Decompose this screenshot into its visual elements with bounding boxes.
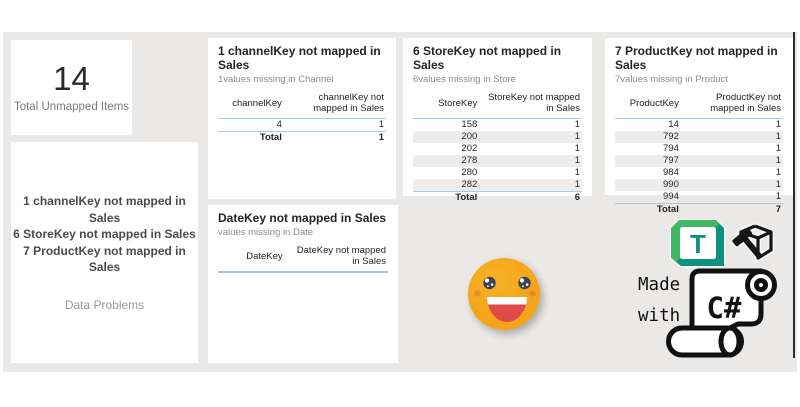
csharp-label: C# [707,291,742,325]
total-row: Total 7 [615,203,783,216]
column-header: channelKey not mapped in Sales [287,89,386,119]
column-header: DateKey [218,242,289,273]
data-problems-card[interactable]: 1 channelKey not mapped in Sales 6 Store… [11,142,198,363]
header-row: channelKey channelKey not mapped in Sale… [218,89,386,119]
cell: 282 [413,179,484,192]
table-row: 158 1 [413,119,582,132]
tabular-editor-letter: T [690,229,706,259]
table-row: 792 1 [615,131,783,143]
cell: 1 [775,119,781,130]
cell: 1 [775,167,781,178]
table-row: 990 1 [615,179,783,191]
table-row: 994 1 [615,191,783,204]
cell: 278 [413,155,484,167]
tabular-editor-cube-icon: T [671,220,724,266]
column-header: ProductKey [615,89,685,119]
table-row: 200 1 [413,131,582,143]
cell: 1 [574,143,580,154]
column-header: StoreKey not mapped in Sales [483,89,582,119]
data-table: DateKey DateKey not mapped in Sales [218,242,388,273]
smiley-face-graphic [474,276,536,322]
cell: 14 [668,119,679,130]
problem-line: 1 channelKey not mapped in Sales [23,194,186,225]
cell: 1 [483,155,582,167]
table-row: 797 1 [615,155,783,167]
table-title: 7 ProductKey not mapped in Sales [615,44,778,72]
column-header: channelKey [218,89,288,119]
table-subtitle: 7values missing in Product [615,74,728,85]
cell: 200 [413,131,484,143]
header-row: DateKey DateKey not mapped in Sales [218,242,388,273]
total-row: Total 6 [413,191,582,204]
cell: 6 [483,191,582,204]
cell: 1 [483,179,582,192]
kpi-card-total-unmapped[interactable]: 14 Total Unmapped Items [11,40,132,135]
cell: 797 [615,155,685,167]
cell: 1 [775,191,781,202]
cell: 792 [615,131,685,143]
cell: 990 [615,179,685,191]
table-row: 202 1 [413,143,582,155]
cell: 4 [276,119,282,130]
cell: 1 [287,131,386,144]
kpi-label: Total Unmapped Items [13,101,130,113]
cell: 994 [663,191,679,202]
cell: Total [218,131,288,144]
column-header: StoreKey [413,89,484,119]
table-visual-channelkey[interactable]: 1 channelKey not mapped in Sales 1values… [208,38,396,199]
cell: 1 [775,143,781,154]
table-title: 6 StoreKey not mapped in Sales [413,44,562,72]
cell: 1 [378,119,384,130]
smiley-emoji-icon [468,258,540,330]
cell: Total [615,203,685,216]
table-subtitle: 6values missing in Store [413,74,516,85]
table-visual-datekey[interactable]: DateKey not mapped in Sales values missi… [208,205,398,363]
table-row: 280 1 [413,167,582,179]
problem-line: 7 ProductKey not mapped in Sales [23,243,186,275]
column-header: ProductKey not mapped in Sales [684,89,783,119]
problems-label: Data Problems [64,297,145,312]
header-row: ProductKey ProductKey not mapped in Sale… [615,89,783,119]
cell: 1 [574,167,580,178]
problem-line: 6 StoreKey not mapped in Sales [13,227,196,242]
data-table: channelKey channelKey not mapped in Sale… [218,89,386,144]
table-title: 1 channelKey not mapped in Sales [218,44,381,72]
canvas-edge-line [793,32,795,358]
table-subtitle: values missing in Date [218,227,314,238]
cell: 1 [684,131,783,143]
table-row: 14 1 [615,119,783,132]
data-table: StoreKey StoreKey not mapped in Sales 15… [413,89,582,204]
table-visual-storekey[interactable]: 6 StoreKey not mapped in Sales 6values m… [403,38,592,204]
table-row: 984 1 [615,167,783,179]
cell: 1 [684,155,783,167]
made-with-text: Made with [638,270,686,332]
cell: 280 [461,167,478,178]
column-header: DateKey not mapped in Sales [288,242,388,273]
made-word: Made [638,275,681,295]
table-row: 278 1 [413,155,582,167]
kpi-value: 14 [53,60,90,97]
table-visual-productkey[interactable]: 7 ProductKey not mapped in Sales 7values… [605,38,793,216]
table-row: 282 1 [413,179,582,192]
cell: 1 [483,131,582,143]
table-subtitle: 1values missing in Channel [218,74,334,85]
cell: Total [413,191,484,204]
data-table: ProductKey ProductKey not mapped in Sale… [615,89,783,216]
with-word: with [638,306,681,326]
table-title: DateKey not mapped in Sales [218,211,387,225]
header-row: StoreKey StoreKey not mapped in Sales [413,89,582,119]
cell: 1 [684,179,783,191]
cell: 202 [461,143,478,154]
cell: 794 [663,143,679,154]
table-row: 794 1 [615,143,783,155]
cell: 7 [684,203,783,216]
csharp-scroll-icon: C# [666,268,777,358]
hammer-cube-build-icon [732,224,773,260]
cell: 1 [574,119,580,130]
cell: 158 [461,119,478,130]
total-row: Total 1 [218,131,386,144]
cell: 984 [663,167,679,178]
